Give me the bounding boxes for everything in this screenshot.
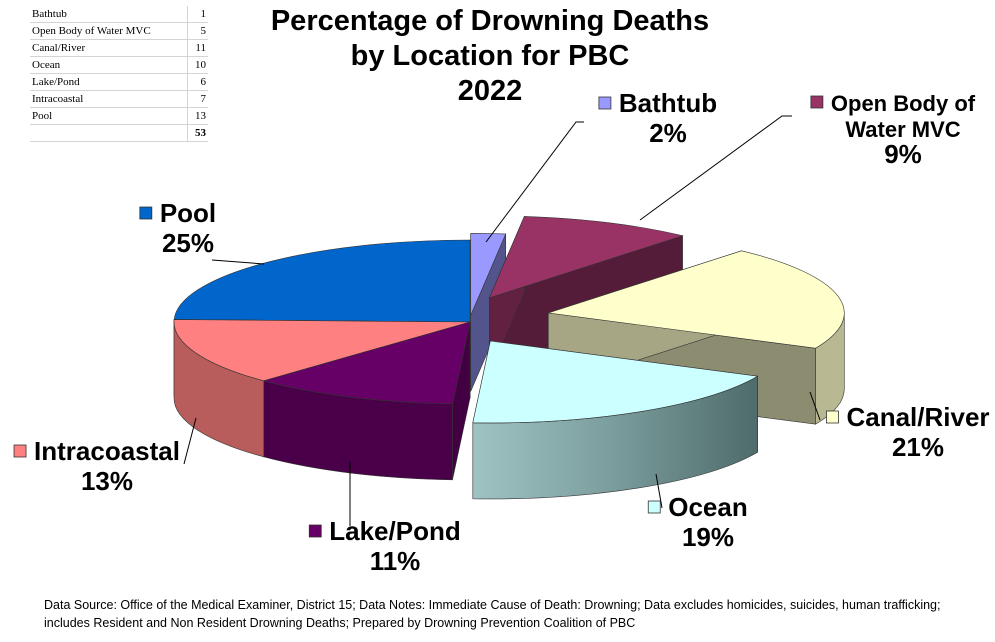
table-cell-value: 7	[187, 90, 208, 108]
label-name-intracoastal: Intracoastal	[34, 436, 180, 466]
ocean-square	[647, 500, 661, 514]
bathtub-square	[598, 96, 612, 110]
open-water-square	[810, 95, 824, 109]
table-row: Intracoastal 7	[30, 90, 208, 108]
table-cell-value: 11	[187, 39, 208, 57]
data-source-note: Data Source: Office of the Medical Exami…	[44, 598, 941, 630]
pie-top-intracoastal	[173, 319, 471, 382]
label-name-bathtub: Bathtub	[619, 88, 717, 118]
label-percent-canal-river: 21%	[892, 432, 944, 462]
label-percent-bathtub: 2%	[649, 118, 687, 148]
chart-title-line-1: Percentage of Drowning Deaths	[270, 5, 710, 37]
table-cell-value: 5	[187, 22, 208, 40]
canal-square	[826, 410, 839, 424]
pie-top-lake-pond	[262, 321, 471, 405]
pie-slice-bathtub	[470, 233, 507, 392]
label-name-open-body-of-water-mvc: Water MVC	[845, 117, 960, 142]
table-cell-value: 13	[187, 107, 208, 125]
table-total-value: 53	[187, 124, 208, 142]
table-cell-value: 6	[187, 73, 208, 91]
pie-top-bathtub	[470, 233, 507, 316]
leader-line-canal-river	[809, 391, 821, 421]
pool-square	[139, 206, 153, 220]
table-cell-label: Ocean	[30, 56, 188, 74]
chart-title-line-2: by Location for PBC	[350, 40, 630, 72]
table-row: Ocean 10	[30, 56, 208, 74]
leader-line-ocean	[655, 473, 663, 509]
label-percent-pool: 25%	[162, 228, 214, 258]
label-name-pool: Pool	[160, 198, 216, 228]
table-cell-label: Lake/Pond	[30, 73, 188, 91]
leader-line-pool	[211, 259, 265, 265]
table-row: Bathtub 1	[30, 6, 208, 23]
table-cell-value: 10	[187, 56, 208, 74]
table-cell-label: Pool	[30, 107, 188, 125]
pie-top-open-body-of-water-mvc	[488, 216, 684, 299]
table-cell-label: Intracoastal	[30, 90, 188, 108]
label-percent-lake-pond: 11%	[370, 546, 421, 576]
label-percent-open-body-of-water-mvc: 9%	[884, 139, 922, 169]
label-name-open-body-of-water-mvc: Open Body of	[831, 91, 976, 116]
table-row: Lake/Pond 6	[30, 73, 208, 91]
lake-square	[308, 524, 322, 538]
table-cell-label: Open Body of Water MVC	[30, 22, 188, 40]
pie-top-ocean	[472, 340, 759, 424]
label-name-ocean: Ocean	[668, 492, 748, 522]
table-row: Pool 13	[30, 107, 208, 125]
table-cell-empty	[30, 124, 188, 142]
table-row: Open Body of Water MVC 5	[30, 22, 208, 40]
label-name-lake-pond: Lake/Pond	[329, 516, 460, 546]
label-percent-ocean: 19%	[682, 522, 734, 552]
table-cell-label: Bathtub	[30, 6, 188, 23]
leader-line-bathtub	[485, 121, 584, 243]
table-cell-value: 1	[187, 6, 208, 23]
table-row-total: 53	[30, 124, 208, 142]
leader-line-intracoastal	[183, 417, 197, 465]
pie-top-canal-river	[548, 250, 845, 349]
intracoastal-square	[13, 444, 27, 458]
pie-slice-ocean	[472, 340, 759, 500]
chart-title: Percentage of Drowning Deaths by Locatio…	[200, 4, 780, 109]
data-table: Bathtub 1 Open Body of Water MVC 5 Canal/Riv…	[30, 6, 208, 142]
pie-slice-lake-pond	[262, 321, 471, 481]
label-percent-intracoastal: 13%	[81, 466, 133, 496]
pie-top-pool	[173, 239, 471, 323]
chart-title-line-3: 2022	[457, 75, 523, 107]
table-cell-label: Canal/River	[30, 39, 188, 57]
leader-line-open-body-of-water-mvc	[639, 115, 792, 221]
label-name-canal-river: Canal/River	[846, 402, 989, 432]
table-row: Canal/River 11	[30, 39, 208, 57]
